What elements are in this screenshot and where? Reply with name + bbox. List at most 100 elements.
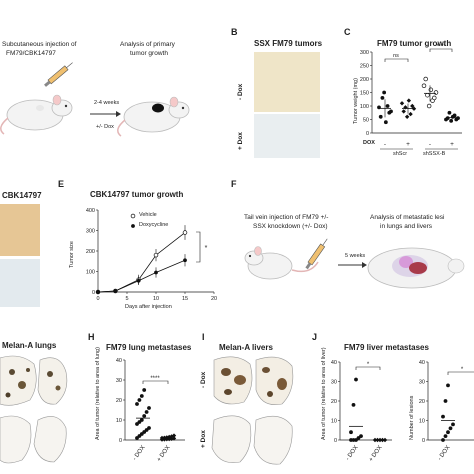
chart-c-point: [385, 104, 390, 108]
chart-h-point: [139, 418, 144, 422]
chart-h-point: [142, 388, 147, 392]
chart-h-ytick-label: 30: [116, 378, 122, 384]
chart-c-point: [383, 120, 388, 125]
legend-doxycycline-label: Doxycycline: [139, 222, 169, 228]
histology-image-b-plus-dox: [254, 114, 320, 158]
dissected-mouse-illustration: [367, 247, 465, 289]
chart-e-ytick-label: 200: [86, 249, 95, 255]
legend-vehicle-label: Vehicle: [139, 212, 157, 218]
chart-h-point: [144, 410, 149, 414]
chart-e-point: [154, 270, 158, 275]
chart-j1-ytick-label: 0: [334, 438, 337, 444]
panel-d-title: CBK14797: [2, 191, 42, 200]
syringe-icon: [44, 62, 73, 87]
chart-j2-ytick-label: 40: [419, 360, 425, 366]
histology-image-b-minus-dox: [254, 52, 320, 112]
panel-f-step2-line1: Analysis of metastatic lesi: [370, 214, 445, 221]
chart-e-point: [182, 230, 188, 235]
chart-c-dox-sign: +: [450, 141, 454, 148]
chart-j1-ytick-label: 10: [331, 419, 337, 425]
chart-j2-point: [441, 438, 445, 442]
chart-c-point: [426, 103, 432, 109]
chart-e-xtick-label: 15: [182, 296, 188, 302]
panel-i-title: Melan-A livers: [219, 343, 273, 352]
legend-vehicle-marker: [130, 213, 136, 219]
chart-j1-significance: *: [367, 362, 370, 368]
histology-image-d-minus-dox: [0, 204, 40, 256]
panel-b-letter: B: [231, 27, 238, 37]
panel-h-title: FM79 lung metastases: [106, 343, 192, 352]
panel-i-letter: I: [202, 332, 205, 342]
chart-c-dox-sign: -: [429, 141, 431, 148]
chart-j2-point: [443, 399, 448, 403]
chart-c-point: [399, 101, 405, 106]
chart-e-significance: *: [205, 245, 208, 252]
chart-e-ytick-label: 400: [86, 208, 95, 214]
chart-j2-point: [448, 426, 453, 431]
chart-h-ytick-label: 40: [116, 358, 122, 364]
chart-c-ytick-label: 300: [360, 50, 369, 56]
chart-h-point: [142, 414, 147, 418]
chart-c-point: [382, 90, 387, 95]
chart-c-ytick-label: 0: [366, 131, 369, 137]
panel-f-step1-line2: SSX knockdown (+/- Dox): [253, 223, 328, 230]
panel-e-letter: E: [58, 179, 65, 189]
chart-e-point: [96, 290, 100, 294]
chart-h-point: [135, 402, 139, 406]
panel-c-title: FM79 tumor growth: [377, 39, 452, 48]
mouse-illustration-1: [0, 94, 73, 135]
chart-e-point: [153, 252, 159, 258]
chart-j2-category-label: - DOX: [437, 445, 451, 462]
chart-c-ytick-label: 100: [360, 104, 369, 110]
chart-e-xtick-label: 5: [125, 296, 128, 302]
chart-j1-sig-bracket: [355, 366, 381, 370]
chart-j1-ytick-label: 20: [331, 399, 337, 405]
chart-j1-ytick-label: 30: [331, 380, 337, 386]
chart-j2-ytick-label: 0: [422, 438, 425, 444]
chart-h-sig-bracket: [142, 380, 169, 384]
panel-f-step1-line1: Tail vein injection of FM79 +/-: [244, 214, 329, 221]
chart-c-sig-bracket: [384, 58, 409, 62]
panel-a-arrow-bottom-label: +/- Dox: [96, 124, 114, 130]
panel-f-letter: F: [231, 179, 237, 189]
chart-h-point: [147, 426, 151, 430]
chart-j2-ytick-label: 20: [419, 399, 425, 405]
chart-j1-point: [351, 403, 356, 407]
histology-image-d-plus-dox: [0, 259, 40, 307]
chart-j2-point: [446, 383, 450, 388]
chart-c-point: [378, 114, 383, 119]
chart-c-ytick-label: 50: [363, 118, 369, 124]
panel-c-group-1: shScr: [393, 151, 408, 157]
syringe-icon: [305, 238, 328, 270]
chart-h-ytick-label: 0: [119, 438, 122, 444]
panel-b-title: SSX FM79 tumors: [254, 39, 323, 48]
chart-c-ytick-label: 250: [360, 64, 369, 70]
panel-g-title: Melan-A lungs: [2, 341, 57, 350]
chart-e-xtick-label: 0: [96, 296, 99, 302]
chart-c-significance-ns: ns: [393, 53, 399, 59]
chart-j1-category-label: + DOX: [368, 445, 383, 463]
chart-j2-point: [441, 414, 445, 419]
panel-j-letter: J: [312, 332, 318, 342]
chart-c-point: [421, 83, 427, 88]
chart-c-point: [447, 110, 452, 115]
panel-a-step1-line2: FM79/CBK14797: [6, 50, 56, 57]
chart-c-point: [432, 95, 437, 101]
chart-e-point: [113, 289, 118, 293]
panel-j-title: FM79 liver metastases: [344, 343, 429, 352]
chart-e-sig-bracket: [196, 231, 201, 263]
chart-c-point: [408, 111, 413, 117]
chart-c-point: [401, 109, 406, 114]
chart-j2-sig-bracket: [447, 371, 474, 375]
chart-h-significance: ****: [150, 376, 160, 382]
chart-c-point: [456, 116, 460, 121]
